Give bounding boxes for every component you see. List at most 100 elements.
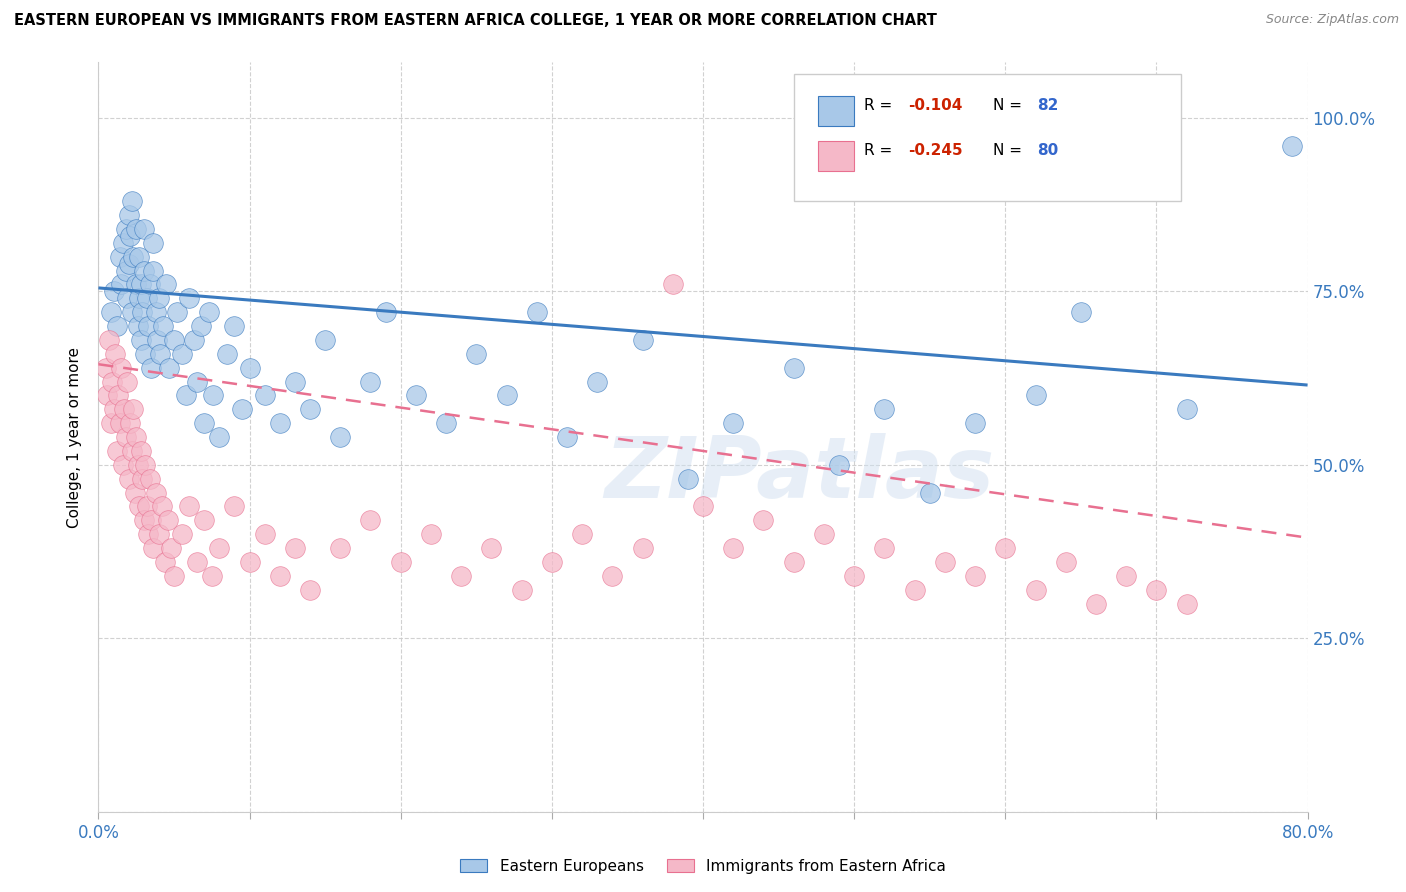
Point <box>631 333 654 347</box>
Point <box>571 527 593 541</box>
FancyBboxPatch shape <box>793 74 1181 201</box>
Point <box>105 444 128 458</box>
Point <box>100 416 122 430</box>
Point <box>918 485 941 500</box>
Point <box>118 472 141 486</box>
Legend: Eastern Europeans, Immigrants from Eastern Africa: Eastern Europeans, Immigrants from Easte… <box>454 853 952 880</box>
Point <box>111 458 134 472</box>
Point <box>166 305 188 319</box>
Point <box>465 347 488 361</box>
Text: N =: N = <box>993 144 1026 159</box>
Point <box>132 222 155 236</box>
Point <box>108 416 131 430</box>
Point <box>118 257 141 271</box>
Point <box>132 263 155 277</box>
Point <box>174 388 197 402</box>
Point <box>149 347 172 361</box>
Point <box>965 569 987 583</box>
Point <box>555 430 578 444</box>
Point <box>329 430 352 444</box>
Point <box>1070 305 1092 319</box>
Point <box>239 360 262 375</box>
Point <box>481 541 503 555</box>
Point <box>420 527 443 541</box>
Point <box>844 569 866 583</box>
Point <box>122 250 145 264</box>
Point <box>110 360 132 375</box>
Point <box>231 402 253 417</box>
Text: EASTERN EUROPEAN VS IMMIGRANTS FROM EASTERN AFRICA COLLEGE, 1 YEAR OR MORE CORRE: EASTERN EUROPEAN VS IMMIGRANTS FROM EAST… <box>14 13 936 29</box>
Point <box>813 527 835 541</box>
Point <box>145 485 167 500</box>
Point <box>1281 138 1303 153</box>
Point <box>127 458 149 472</box>
Point <box>190 319 212 334</box>
Point <box>374 305 396 319</box>
Point <box>360 375 382 389</box>
Point <box>269 569 291 583</box>
Point <box>114 222 136 236</box>
Point <box>179 500 201 514</box>
Point <box>127 319 149 334</box>
Point <box>139 277 162 292</box>
Point <box>111 235 134 250</box>
Point <box>994 541 1017 555</box>
Point <box>1024 388 1046 402</box>
Text: 80: 80 <box>1036 144 1057 159</box>
Point <box>129 333 152 347</box>
Point <box>253 388 276 402</box>
Point <box>389 555 412 569</box>
Point <box>129 444 152 458</box>
Point <box>160 541 183 555</box>
Point <box>124 485 146 500</box>
Point <box>110 277 132 292</box>
Y-axis label: College, 1 year or more: College, 1 year or more <box>67 347 83 527</box>
Text: -0.245: -0.245 <box>908 144 963 159</box>
Point <box>360 513 382 527</box>
Point <box>125 430 148 444</box>
Point <box>145 305 167 319</box>
Point <box>170 347 193 361</box>
Point <box>299 582 322 597</box>
Point <box>112 402 135 417</box>
Point <box>128 500 150 514</box>
Bar <box>818 96 855 126</box>
Point <box>125 277 148 292</box>
Point <box>163 569 186 583</box>
Point <box>526 305 548 319</box>
Bar <box>818 141 855 171</box>
Text: Source: ZipAtlas.com: Source: ZipAtlas.com <box>1265 13 1399 27</box>
Point <box>934 555 956 569</box>
Point <box>120 228 142 243</box>
Text: R =: R = <box>863 98 897 113</box>
Point <box>405 388 427 402</box>
Point <box>723 416 745 430</box>
Point <box>115 291 138 305</box>
Point <box>224 500 246 514</box>
Point <box>142 235 165 250</box>
Point <box>284 541 307 555</box>
Point <box>450 569 472 583</box>
Point <box>153 555 176 569</box>
Point <box>135 500 157 514</box>
Point <box>661 277 683 292</box>
Point <box>1085 597 1108 611</box>
Point <box>131 305 153 319</box>
Point <box>105 319 128 334</box>
Point <box>314 333 336 347</box>
Point <box>115 375 138 389</box>
Point <box>118 208 141 222</box>
Point <box>114 430 136 444</box>
Point <box>193 513 215 527</box>
Point <box>631 541 654 555</box>
Point <box>132 513 155 527</box>
Point <box>136 527 159 541</box>
Point <box>108 250 131 264</box>
Point <box>1115 569 1137 583</box>
Point <box>94 360 117 375</box>
Point <box>128 250 150 264</box>
Point <box>148 527 170 541</box>
Point <box>1175 597 1198 611</box>
Point <box>193 416 215 430</box>
Point <box>540 555 562 569</box>
